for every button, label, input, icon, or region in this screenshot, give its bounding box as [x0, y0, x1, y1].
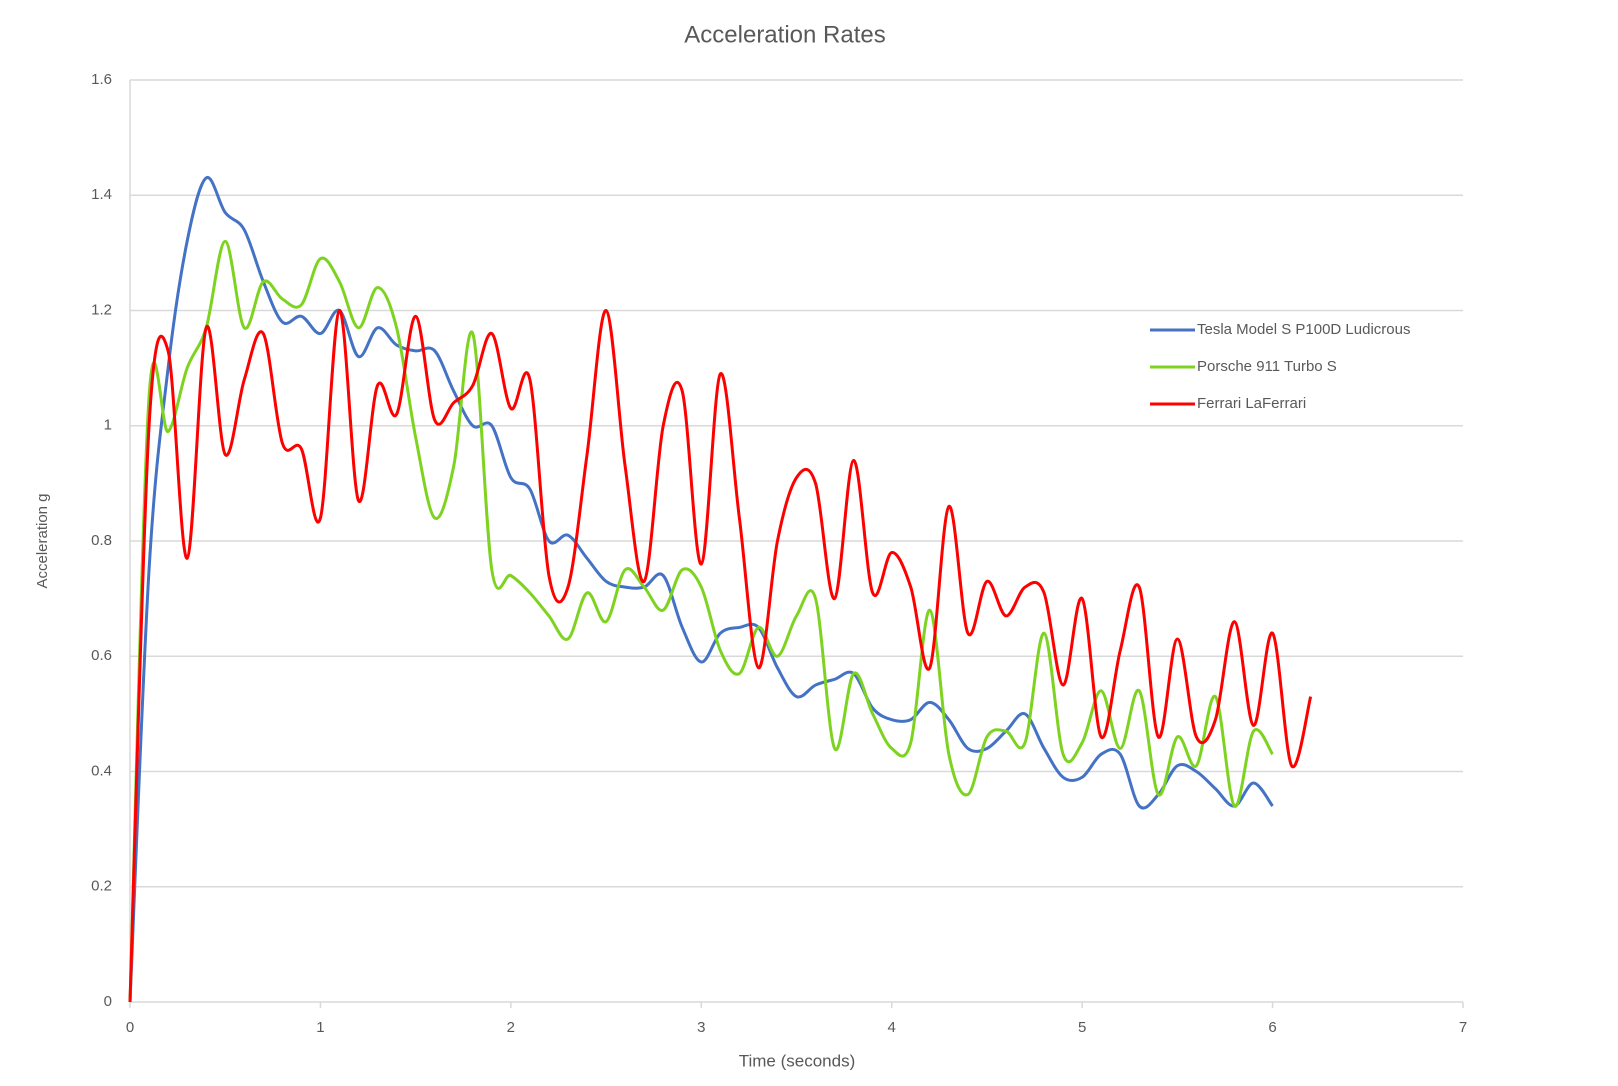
y-tick-label: 0.4: [91, 762, 112, 779]
series-line: [128, 308, 1313, 1003]
y-tick-label: 1.6: [91, 71, 112, 88]
y-tick-label: 0.8: [91, 532, 112, 549]
x-tick-label: 6: [1268, 1019, 1276, 1036]
chart-title: Acceleration Rates: [684, 21, 885, 48]
x-tick-label: 1: [316, 1019, 324, 1036]
y-tick-label: 1.2: [91, 301, 112, 318]
y-tick-label: 0.6: [91, 647, 112, 664]
y-tick-label: 1: [104, 417, 112, 434]
x-tick-label: 2: [507, 1019, 515, 1036]
legend-label: Porsche 911 Turbo S: [1197, 358, 1337, 375]
legend-label: Ferrari LaFerrari: [1197, 395, 1306, 412]
x-tick-label: 7: [1459, 1019, 1467, 1036]
x-tick-label: 4: [888, 1019, 896, 1036]
x-tick-label: 0: [126, 1019, 134, 1036]
y-tick-label: 0.2: [91, 878, 112, 895]
series-line: [128, 239, 1274, 1003]
y-tick-label: 0: [104, 993, 112, 1010]
x-axis-title: Time (seconds): [739, 1051, 856, 1070]
series-line: [128, 176, 1274, 1003]
x-tick-label: 3: [697, 1019, 705, 1036]
legend-label: Tesla Model S P100D Ludicrous: [1197, 321, 1410, 338]
y-axis-title: Acceleration g: [34, 493, 51, 588]
x-tick-label: 5: [1078, 1019, 1086, 1036]
y-tick-label: 1.4: [91, 186, 112, 203]
